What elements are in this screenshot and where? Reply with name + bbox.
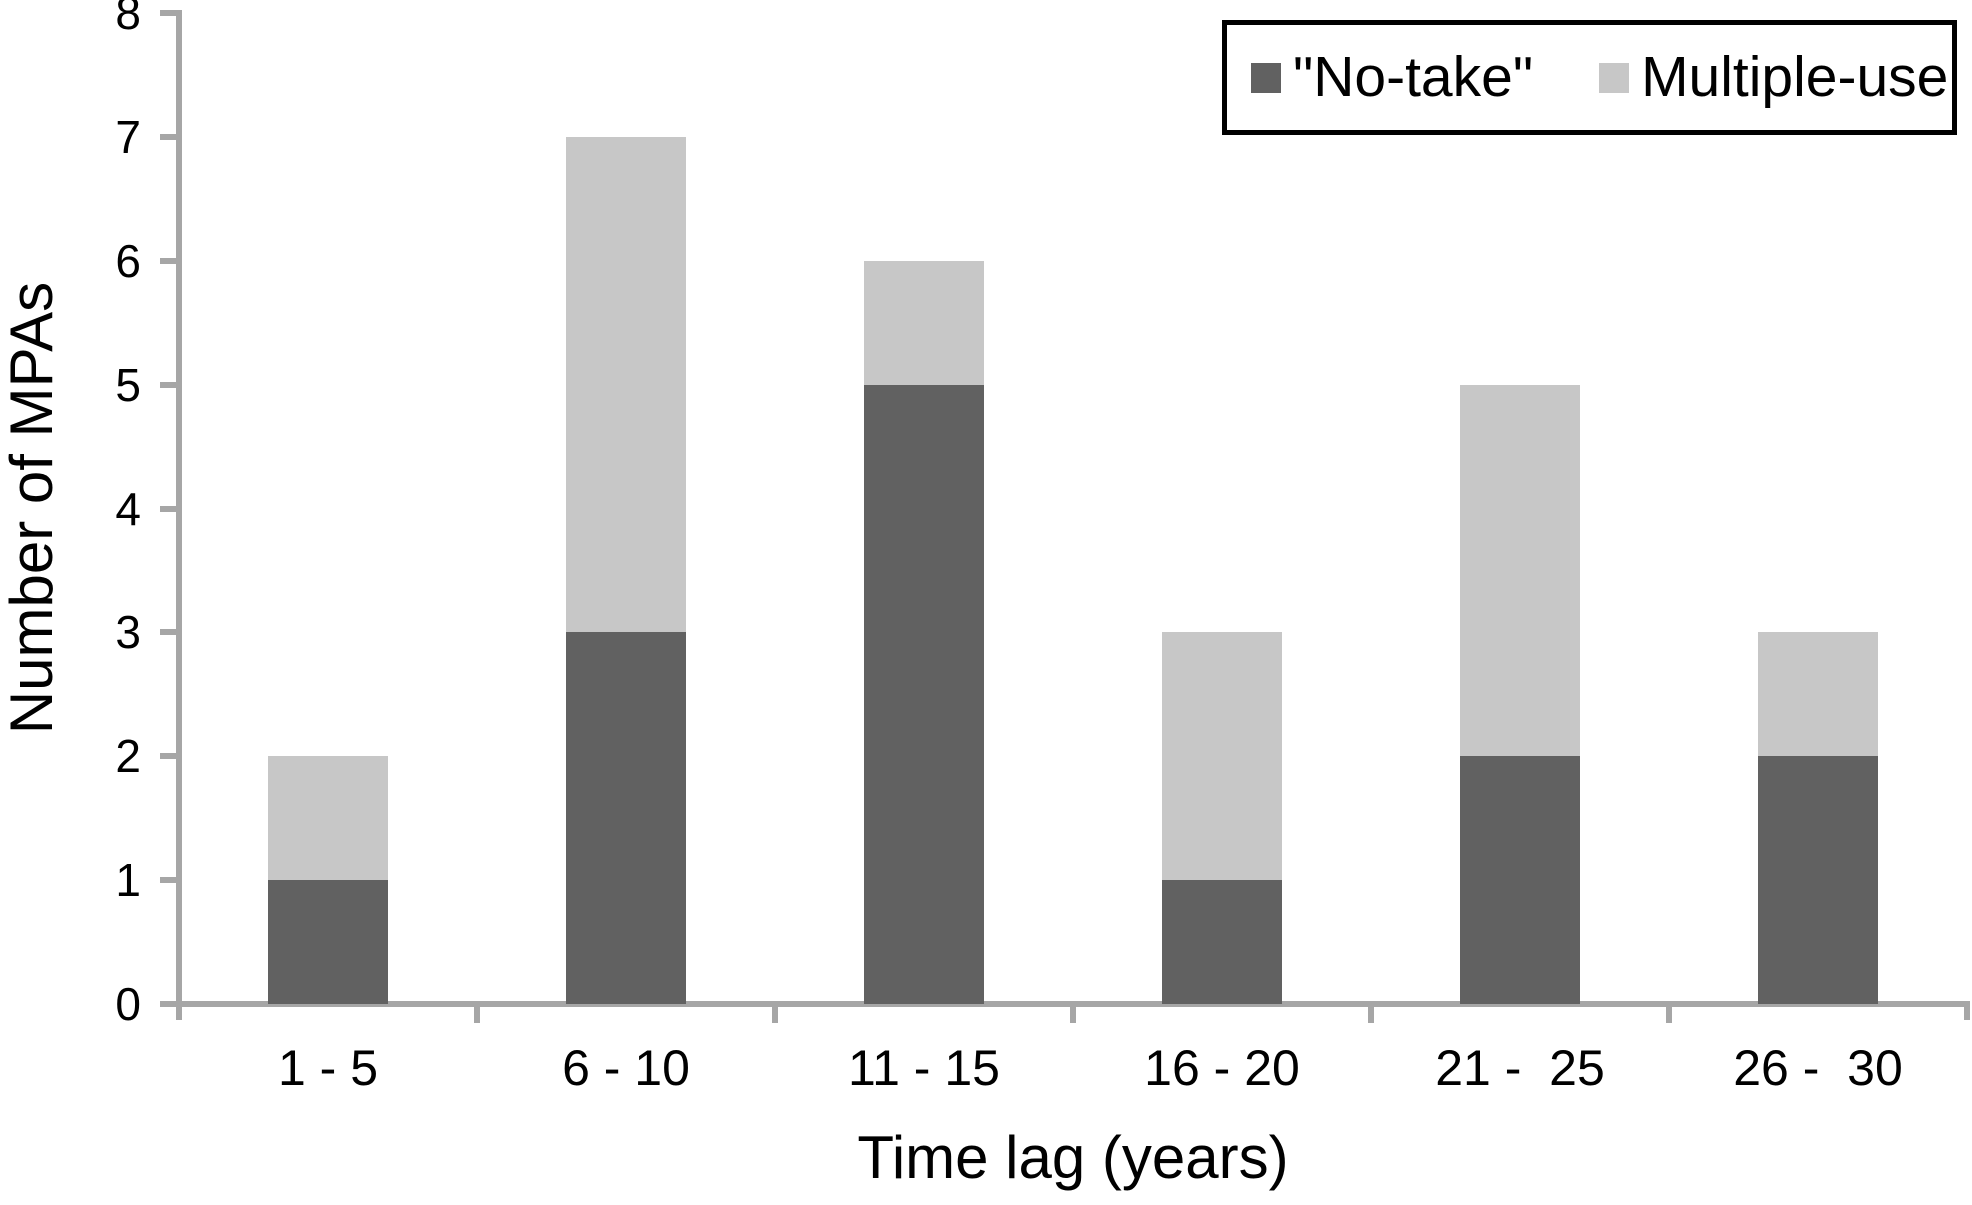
y-tick-label: 1 [115, 854, 141, 907]
bar-segment-no-take [566, 632, 686, 1004]
y-tick-mark [160, 10, 176, 16]
bar-segment-no-take [268, 880, 388, 1004]
y-tick-mark [160, 629, 176, 636]
y-tick-mark [160, 257, 176, 264]
y-tick-mark [160, 877, 176, 884]
x-category-label: 11 - 15 [848, 1040, 1000, 1096]
y-tick-mark [160, 1001, 176, 1007]
bar-segment-multiple-use [1460, 384, 1580, 757]
bar-segment-multiple-use [864, 260, 984, 385]
x-category-label: 6 - 10 [562, 1040, 690, 1096]
x-category-label: 1 - 5 [277, 1040, 379, 1096]
bar-segment-no-take [1758, 756, 1878, 1004]
legend: "No-take" Multiple-use [1222, 20, 1957, 135]
x-tick-mark [1368, 1004, 1374, 1023]
x-tick-mark [772, 1004, 778, 1023]
bar-segment-multiple-use [1758, 632, 1878, 757]
x-category-label: 16 - 20 [1144, 1040, 1300, 1096]
bar-segment-no-take [1460, 756, 1580, 1004]
y-tick-label: 2 [115, 730, 141, 783]
bar-segment-no-take [1162, 880, 1282, 1004]
legend-label-no-take: "No-take" [1293, 45, 1534, 109]
y-tick-mark [160, 381, 176, 388]
bar-segment-multiple-use [566, 136, 686, 633]
y-tick-mark [160, 505, 176, 512]
x-axis-title: Time lag (years) [857, 1124, 1289, 1191]
y-tick-label: 6 [115, 234, 141, 287]
y-axis-line [176, 10, 182, 1020]
y-axis-title: Number of MPAs [0, 281, 65, 735]
bar-segment-multiple-use [1162, 632, 1282, 881]
y-tick-label: 5 [115, 358, 141, 411]
x-tick-mark [1666, 1004, 1672, 1023]
y-tick-label: 0 [115, 978, 141, 1030]
x-category-label: 26 - 30 [1733, 1040, 1903, 1096]
bar-segment-multiple-use [268, 756, 388, 881]
y-tick-label: 8 [115, 0, 141, 39]
x-axis-end-tick [1964, 1004, 1970, 1020]
legend-label-multiple-use: Multiple-use [1641, 45, 1949, 109]
y-tick-label: 4 [115, 482, 141, 535]
y-tick-mark [160, 753, 176, 760]
legend-item-no-take: "No-take" [1251, 49, 1533, 106]
legend-item-multiple-use: Multiple-use [1599, 49, 1948, 106]
bar-segment-no-take [864, 384, 984, 1004]
y-tick-mark [160, 133, 176, 140]
y-tick-label: 3 [115, 606, 141, 659]
legend-swatch-multiple-use [1599, 62, 1630, 93]
legend-swatch-no-take [1251, 62, 1281, 93]
y-tick-label: 7 [115, 110, 141, 163]
x-category-label: 21 - 25 [1435, 1040, 1605, 1096]
x-tick-mark [474, 1004, 480, 1023]
x-tick-mark [1070, 1004, 1076, 1023]
